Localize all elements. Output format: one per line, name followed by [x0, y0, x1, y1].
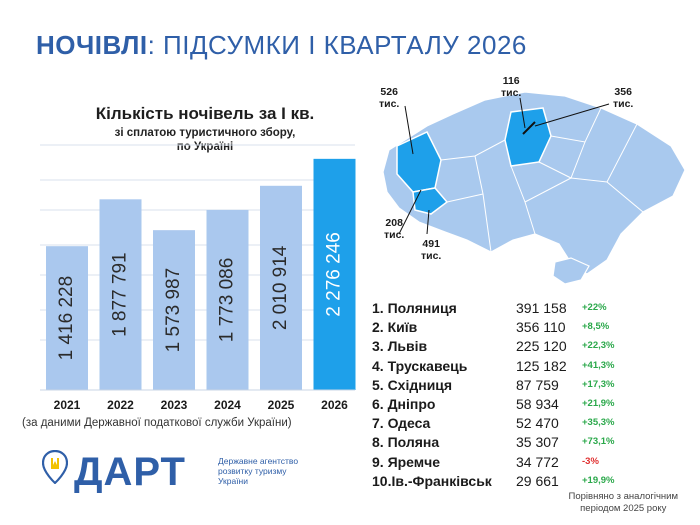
ranking-change: +73,1% — [582, 436, 615, 448]
x-tick-label: 2022 — [107, 398, 134, 412]
ranking-value: 391 158 — [516, 300, 567, 316]
ranking-name: 2. Київ — [372, 319, 418, 336]
x-tick-label: 2023 — [161, 398, 188, 412]
ranking-change: +19,9% — [582, 474, 615, 486]
bar-value-label: 2 010 914 — [270, 245, 291, 330]
x-tick-label: 2021 — [54, 398, 81, 412]
ranking-item: 7. Одеса 52 470 +35,3% — [372, 415, 682, 434]
ranking-name: 9. Яремче — [372, 453, 441, 470]
comparison-footnote: Порівняно з аналогічним періодом 2025 ро… — [568, 491, 678, 514]
bar-2024 — [206, 209, 249, 390]
ranking-value: 87 759 — [516, 376, 559, 393]
x-tick-label: 2025 — [268, 398, 295, 412]
bar-2021 — [46, 246, 88, 390]
ranking-item: 6. Дніпро 58 934 +21,9% — [372, 396, 682, 415]
ranking-change: +22% — [582, 302, 607, 313]
bar-2025 — [260, 185, 302, 390]
ranking-name: 3. Львів — [372, 338, 428, 355]
ranking-item: 9. Яремче 34 772 -3% — [372, 454, 682, 473]
bar-2026 — [313, 158, 356, 390]
bar-value-label: 1 877 791 — [110, 252, 131, 337]
ranking-item: 3. Львів 225 120 +22,3% — [372, 338, 682, 357]
ranking-name: 10.Ів.-Франківськ — [372, 472, 492, 489]
map-borders — [440, 107, 644, 253]
ranking-name: 6. Дніпро — [372, 395, 436, 412]
bar-value-label: 2 276 246 — [324, 232, 345, 317]
ranking-name: 8. Поляна — [372, 434, 440, 451]
map-label-zakarpattia: 208 тис. — [384, 217, 405, 241]
ranking-change: +17,3% — [582, 378, 615, 390]
ranking-name: 4. Трускавець — [372, 357, 468, 374]
bar-value-label: 1 416 228 — [56, 276, 77, 361]
ranking-value: 225 120 — [516, 338, 567, 355]
chart-subtitle: зі сплатою туристичного збору, по Україн… — [40, 126, 370, 154]
map-capital-marker — [522, 121, 536, 135]
logo-description: Державне агентство розвитку туризму Укра… — [218, 456, 299, 486]
ranking-list: 1. Поляниця 391 158 +22% 2. Київ 356 110 +8,… — [372, 300, 682, 492]
ranking-change: +22,3% — [582, 340, 615, 352]
dart-logo: ДАРТ Державне агентство розвитку туризму… — [42, 446, 298, 496]
bar-chart: 1 416 228 2021 1 877 791 2022 1 573 987 2023 1… — [40, 144, 356, 412]
ranking-item: 2. Київ 356 110 +8,5% — [372, 319, 682, 338]
ranking-change: +8,5% — [582, 321, 610, 333]
ranking-name: 1. Поляниця — [372, 300, 457, 316]
chart-subtitle-line1: зі сплатою туристичного збору, — [114, 127, 296, 139]
map-label-ivano-frankivsk: 491 тис. — [421, 238, 442, 262]
chart-subtitle-line2: по Україні — [176, 141, 234, 153]
ranking-item: 10.Ів.-Франківськ 29 661 +19,9% — [372, 473, 682, 492]
ranking-change: +41,3% — [582, 359, 615, 371]
source-note: (за даними Державної податкової служби У… — [22, 417, 292, 429]
ranking-value: 125 182 — [516, 357, 567, 374]
ranking-value: 356 110 — [516, 319, 566, 336]
bar-2023 — [153, 230, 195, 390]
map-ukraine-base — [382, 91, 686, 275]
bar-2022 — [99, 199, 142, 390]
ranking-item: 5. Східниця 87 759 +17,3% — [372, 377, 682, 396]
location-pin-icon — [42, 450, 68, 484]
ranking-name: 5. Східниця — [372, 376, 453, 393]
ranking-value: 34 772 — [516, 453, 559, 470]
map-label-lviv: 526 тис. — [379, 86, 400, 110]
ranking-value: 58 934 — [516, 395, 559, 412]
ranking-value: 52 470 — [516, 415, 559, 432]
bar-value-label: 1 773 086 — [217, 258, 238, 343]
chart-title: Кількість ночівель за І кв. — [95, 104, 315, 123]
ranking-value: 29 661 — [516, 472, 559, 489]
map-label-kyiv-oblast: 116 тис. — [501, 75, 522, 99]
page-title: НОЧІВЛІ: ПІДСУМКИ І КВАРТАЛУ 2026 — [36, 30, 527, 60]
x-tick-label: 2026 — [321, 398, 348, 412]
x-tick-label: 2024 — [214, 398, 241, 412]
ranking-change: +21,9% — [582, 397, 615, 409]
ukraine-map — [382, 91, 686, 285]
ranking-name: 7. Одеса — [372, 415, 431, 432]
ranking-change: +35,3% — [582, 417, 615, 429]
ranking-change: -3% — [582, 455, 599, 467]
map-region-ivano-frankivsk — [412, 187, 449, 215]
ranking-item: 8. Поляна 35 307 +73,1% — [372, 434, 682, 453]
bar-value-label: 1 573 987 — [163, 268, 184, 353]
ranking-item: 1. Поляниця 391 158 +22% — [372, 300, 682, 319]
ranking-value: 35 307 — [516, 434, 559, 451]
map-label-kyiv: 356 тис. — [613, 86, 634, 110]
ranking-item: 4. Трускавець 125 182 +41,3% — [372, 358, 682, 377]
map-crimea — [552, 257, 590, 285]
map-leader-lines — [398, 97, 610, 235]
logo-name: ДАРТ — [74, 450, 186, 494]
